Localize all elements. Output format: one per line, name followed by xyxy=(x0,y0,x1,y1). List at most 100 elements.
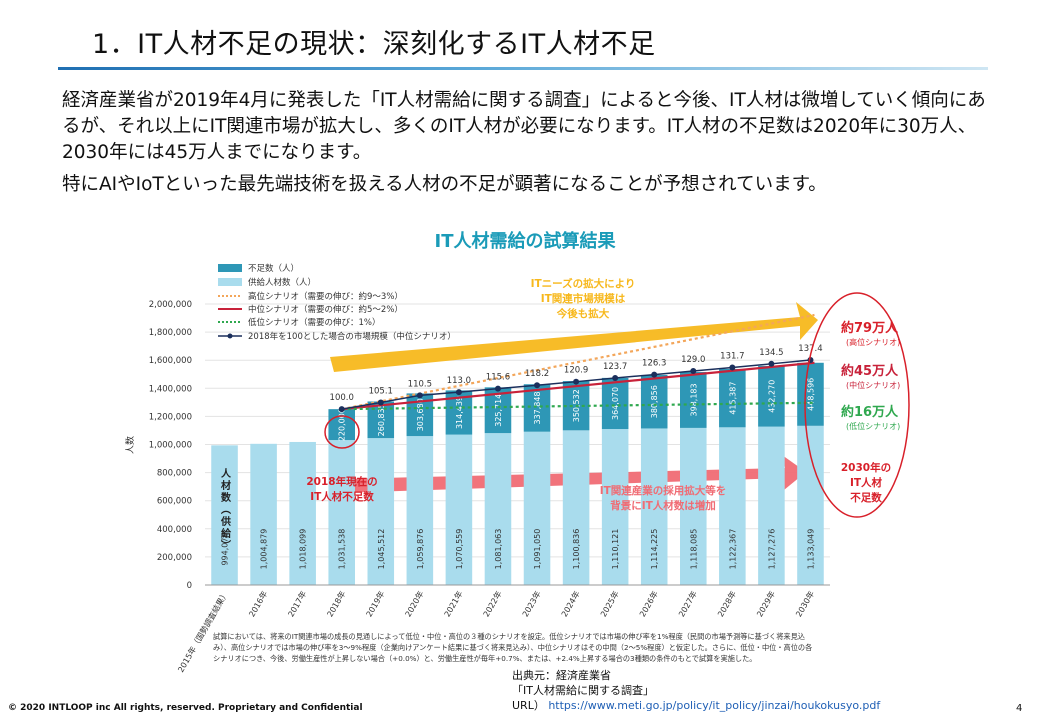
market-value-label: 137.4 xyxy=(798,344,822,354)
market-point xyxy=(651,371,658,378)
shortage-bar xyxy=(797,362,824,426)
y-tick-label: 1,800,000 xyxy=(149,328,192,338)
supply-value-label: 1,100,836 xyxy=(572,529,581,570)
market-value-label: 131.7 xyxy=(720,351,744,361)
x-tick-label: 2025年 xyxy=(598,589,621,619)
y-tick-label: 1,200,000 xyxy=(149,412,192,422)
mid-scenario-line xyxy=(341,361,815,411)
bar-value-labels: 994,070 1,004,879 1,018,099 220,000 1,031,53… xyxy=(221,378,816,570)
legend-item: 供給人材数（人） xyxy=(248,277,316,288)
x-tick-label: 2024年 xyxy=(559,589,582,619)
source-line-2: 「IT人材需給に関する調査」 xyxy=(512,684,654,697)
shortage-value-label: 364,070 xyxy=(611,387,620,420)
market-point xyxy=(377,399,384,406)
shortage-bar xyxy=(719,368,746,428)
x-tick-label: 2019年 xyxy=(364,589,387,619)
supply-bar xyxy=(523,431,551,585)
annotation-text: IT関連産業の採用拡大等を xyxy=(600,484,727,497)
annotation-text: 今後も拡大 xyxy=(556,307,610,320)
supply-bar xyxy=(758,426,785,585)
footnote-line: シナリオにつき、今後、労働生産性が上昇しない場合（+0.0%）と、労働生産性が毎… xyxy=(213,654,756,663)
market-point xyxy=(416,392,423,399)
market-growth-arrow xyxy=(330,302,818,372)
shortage-bar xyxy=(523,384,551,432)
shortage-bar xyxy=(640,374,668,429)
y-tick-label: 1,600,000 xyxy=(149,356,192,366)
supply-value-label: 1,081,063 xyxy=(494,529,503,570)
y-tick-label: 0 xyxy=(187,581,192,591)
shortage-2018-circle xyxy=(324,415,360,449)
legend-swatch-shortage xyxy=(218,264,242,272)
y-tick-labels: 0 200,000 400,000 600,000 800,000 1,000,000 1,… xyxy=(149,300,192,591)
x-tick-label: 2020年 xyxy=(403,589,426,619)
y-tick-label: 600,000 xyxy=(157,497,192,507)
market-point xyxy=(494,385,501,392)
annotation-text: IT関連市場規模は xyxy=(541,292,626,305)
supply-value-label: 1,118,085 xyxy=(689,529,698,570)
supply-value-label: 1,127,276 xyxy=(767,529,776,570)
shortage-value-label: 303,680 xyxy=(416,398,425,431)
supply-bar xyxy=(406,436,434,585)
scenario-2030-ellipse xyxy=(804,292,910,518)
annotation-text: 2030年の xyxy=(841,461,891,474)
market-value-label: 126.3 xyxy=(642,359,666,369)
chart-footnote: 試算においては、将来のIT関連市場の成長の見通しによって低位・中位・高位の３種の… xyxy=(213,632,812,663)
market-point xyxy=(573,378,580,385)
market-point xyxy=(612,375,619,382)
legend-swatch-supply xyxy=(218,278,242,286)
supply-value-label: 1,059,876 xyxy=(416,529,425,570)
legend-item: 2018年を100とした場合の市場規模（中位シナリオ） xyxy=(248,331,456,342)
slide-title: 1．IT人材不足の現状：深刻化するIT人材不足 xyxy=(92,29,656,60)
annotation-text: 約45万人 xyxy=(841,363,899,379)
annotation-text: 約16万人 xyxy=(841,404,899,420)
low-scenario-line xyxy=(341,401,815,411)
annotation-text: (中位シナリオ) xyxy=(846,380,900,390)
market-value-label: 120.9 xyxy=(564,366,588,376)
shortage-bar xyxy=(601,377,629,430)
supply-bar xyxy=(250,443,277,585)
market-value-label: 100.0 xyxy=(330,393,354,403)
intro-paragraph-1: 経済産業省が2019年4月に発表した「IT人材需給に関する調査」によると今後、I… xyxy=(62,90,986,163)
legend-marker-market xyxy=(227,333,233,339)
market-value-label: 118.2 xyxy=(525,369,549,379)
supply-bar xyxy=(601,429,629,585)
y-tick-label: 1,000,000 xyxy=(149,441,192,451)
shortage-value-label: 448,596 xyxy=(806,378,815,411)
supply-value-label: 1,045,512 xyxy=(377,529,386,570)
supply-arrow-text: IT関連産業の採用拡大等を 背景にIT人材数は増加 xyxy=(600,484,727,512)
annotation-text: 約79万人 xyxy=(841,320,899,336)
market-value-label: 113.0 xyxy=(447,376,471,386)
market-point xyxy=(690,368,697,375)
annotation-text: ITニーズの拡大により xyxy=(531,277,636,290)
annotation-text: (高位シナリオ) xyxy=(846,337,900,347)
annotation-text: 2018年現在の xyxy=(306,475,377,488)
supply-value-label: 1,122,367 xyxy=(728,529,737,570)
market-point xyxy=(534,382,541,389)
y-tick-label: 800,000 xyxy=(157,469,192,479)
page-number: 4 xyxy=(1016,703,1023,714)
annotation-text: (低位シナリオ) xyxy=(846,421,900,431)
source-url-label: URL） xyxy=(512,699,545,712)
shortage-value-label: 432,270 xyxy=(767,380,776,413)
annotation-text: IT人材 xyxy=(850,476,883,489)
supply-vertical-label: 人材数（供給） xyxy=(219,467,232,552)
x-tick-label: 2018年 xyxy=(325,589,348,619)
annotation-text: 背景にIT人材数は増加 xyxy=(610,499,716,512)
supply-bar xyxy=(367,438,395,585)
supply-bar xyxy=(484,433,512,585)
legend-item: 不足数（人） xyxy=(248,263,299,274)
x-tick-label: 2022年 xyxy=(481,589,504,619)
supply-bar xyxy=(719,427,746,585)
market-value-label: 105.1 xyxy=(369,386,393,396)
supply-value-label: 1,110,121 xyxy=(611,529,620,570)
shortage-value-label: 325,714 xyxy=(494,394,503,427)
source-url-link[interactable]: https://www.meti.go.jp/policy/it_policy/… xyxy=(548,699,881,712)
supply-value-label: 1,004,879 xyxy=(260,529,269,570)
supply-bar xyxy=(328,440,355,585)
annotation-text: 不足数 xyxy=(850,491,882,504)
legend: 不足数（人） 供給人材数（人） 高位シナリオ（需要の伸び：約9～3%） 中位シナ… xyxy=(218,263,456,342)
y-axis-label: 人数 xyxy=(124,436,136,454)
supply-value-label: 1,133,049 xyxy=(806,529,815,570)
